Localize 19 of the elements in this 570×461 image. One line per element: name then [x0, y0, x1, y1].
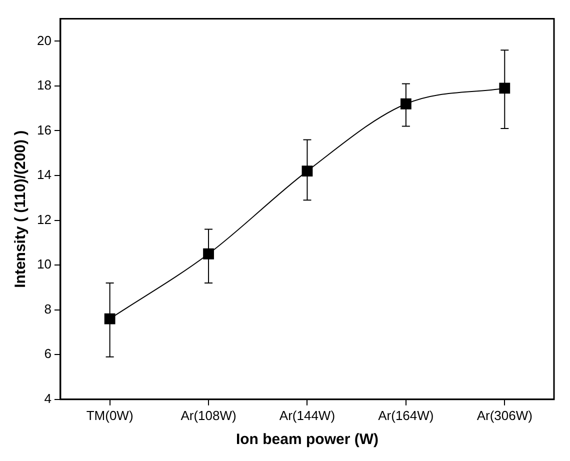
y-axis-title: Intensity ( (110)/(200) ) [12, 130, 30, 288]
y-tick-label: 14 [36, 167, 52, 182]
y-tick-label: 12 [36, 212, 52, 227]
y-tick-label: 18 [36, 78, 52, 93]
y-tick-label: 20 [36, 32, 52, 48]
point [104, 313, 116, 324]
x-axis-title: Ion beam power (W) [236, 431, 378, 448]
point [400, 98, 412, 110]
point [203, 248, 214, 260]
y-tick-label: 8 [44, 301, 52, 316]
y-tick-label: 16 [36, 122, 52, 138]
y-tick-label: 4 [44, 390, 52, 406]
y-tick-label: 6 [44, 346, 52, 362]
x-tick-label: Ar(306W) [476, 408, 532, 423]
x-tick-label: Ar(108W) [180, 408, 236, 423]
y-tick-label: 10 [36, 256, 52, 272]
x-tick-label: Ar(164W) [378, 408, 434, 423]
x-tick-label: TM(0W) [86, 408, 134, 423]
x-tick-label: Ar(144W) [279, 408, 336, 423]
